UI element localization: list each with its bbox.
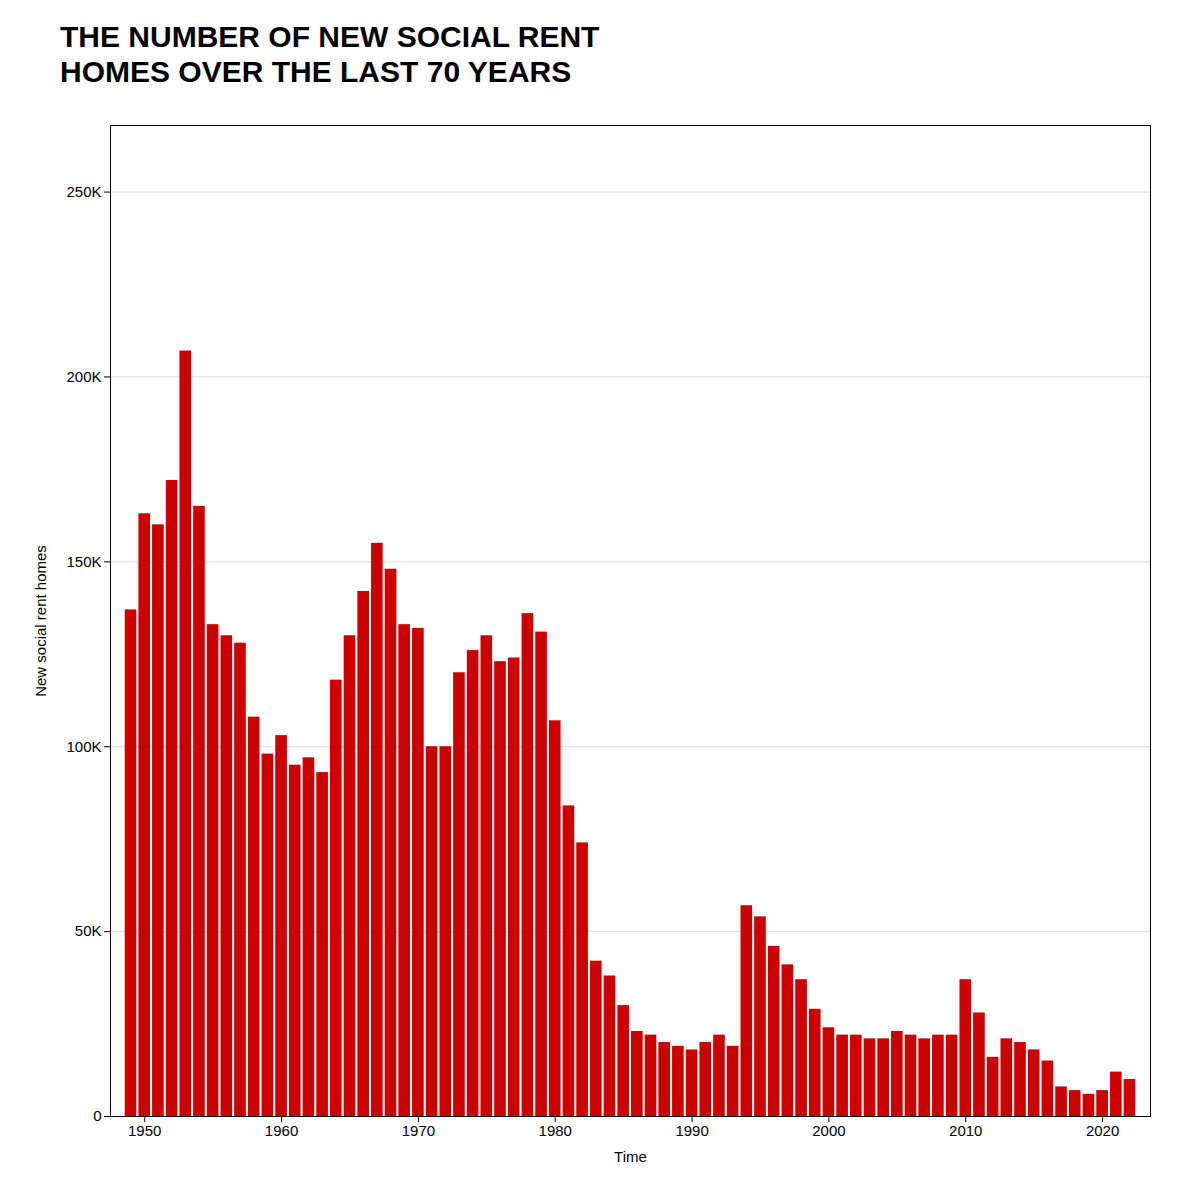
svg-text:1970: 1970 xyxy=(402,1122,435,1139)
svg-text:2010: 2010 xyxy=(949,1122,982,1139)
svg-text:250K: 250K xyxy=(66,183,101,200)
svg-text:1990: 1990 xyxy=(675,1122,708,1139)
svg-text:2000: 2000 xyxy=(812,1122,845,1139)
svg-text:Time: Time xyxy=(614,1148,647,1165)
svg-text:1950: 1950 xyxy=(128,1122,161,1139)
svg-text:200K: 200K xyxy=(66,368,101,385)
html-text:THE NUMBER OF NEW SOCIAL RENT: THE NUMBER OF NEW SOCIAL RENT HOMES OVER… xyxy=(60,20,600,88)
svg-text:New social rent homes: New social rent homes xyxy=(32,545,49,697)
svg-text:150K: 150K xyxy=(66,553,101,570)
svg-text:1980: 1980 xyxy=(539,1122,572,1139)
svg-text:2020: 2020 xyxy=(1086,1122,1119,1139)
svg-text:50K: 50K xyxy=(75,922,102,939)
svg-text:0: 0 xyxy=(93,1107,101,1124)
svg-text:100K: 100K xyxy=(66,738,101,755)
svg-text:1960: 1960 xyxy=(265,1122,298,1139)
